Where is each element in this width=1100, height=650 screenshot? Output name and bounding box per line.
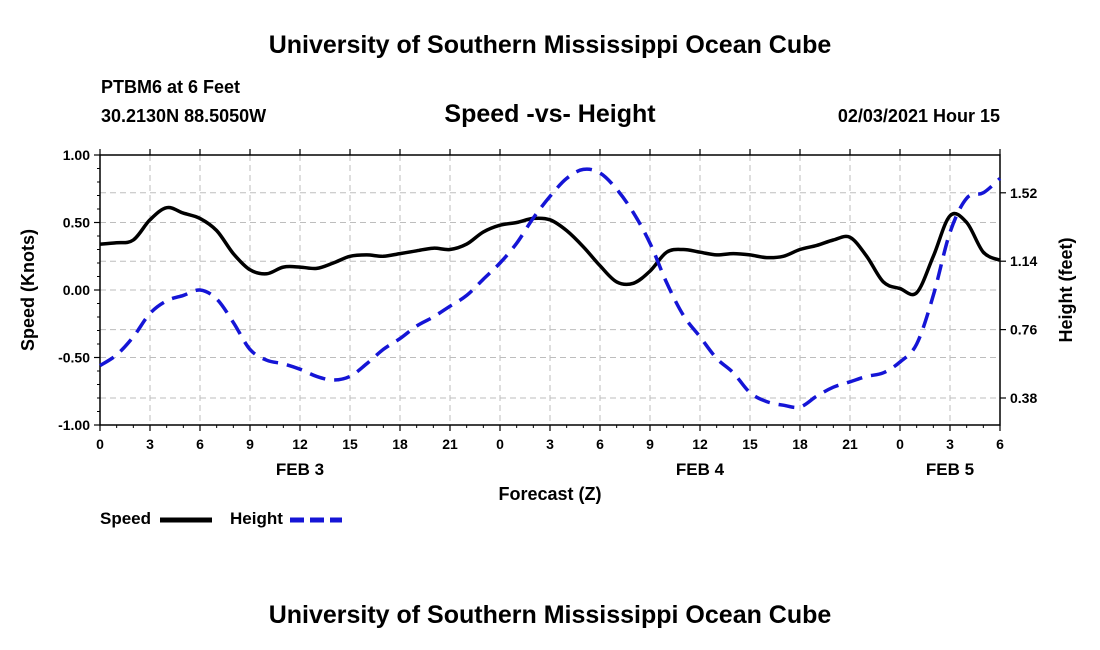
x-day-label: FEB 4 bbox=[676, 460, 725, 479]
x-tick-label: 9 bbox=[246, 436, 254, 452]
x-tick-label: 21 bbox=[842, 436, 858, 452]
x-axis-title: Forecast (Z) bbox=[498, 484, 601, 504]
station-label: PTBM6 at 6 Feet bbox=[101, 77, 241, 97]
x-tick-label: 18 bbox=[392, 436, 408, 452]
datetime-label: 02/03/2021 Hour 15 bbox=[837, 106, 1000, 126]
x-tick-label: 21 bbox=[442, 436, 458, 452]
chart-subtitle: Speed -vs- Height bbox=[444, 100, 656, 128]
x-tick-label: 6 bbox=[596, 436, 604, 452]
footer-title: University of Southern Mississippi Ocean… bbox=[268, 601, 832, 629]
legend-speed-label: Speed bbox=[100, 509, 152, 528]
y-axis-title-right: Height (feet) bbox=[1056, 238, 1076, 343]
x-tick-label: 6 bbox=[996, 436, 1004, 452]
y-axis-title-left: Speed (Knots) bbox=[18, 229, 38, 351]
y-tick-label-right: 1.14 bbox=[1010, 253, 1037, 269]
x-tick-label: 0 bbox=[896, 436, 904, 452]
x-tick-label: 0 bbox=[496, 436, 504, 452]
y-tick-label-right: 0.76 bbox=[1010, 322, 1037, 338]
y-tick-label-right: 0.38 bbox=[1010, 390, 1037, 406]
x-day-label: FEB 3 bbox=[276, 460, 324, 479]
x-tick-label: 12 bbox=[292, 436, 308, 452]
y-tick-label-left: 1.00 bbox=[63, 147, 90, 163]
x-tick-label: 15 bbox=[742, 436, 758, 452]
x-tick-label: 6 bbox=[196, 436, 204, 452]
x-tick-label: 15 bbox=[342, 436, 358, 452]
x-tick-label: 0 bbox=[96, 436, 104, 452]
x-tick-label: 18 bbox=[792, 436, 808, 452]
y-tick-label-left: -1.00 bbox=[58, 417, 90, 433]
series-line-speed bbox=[99, 205, 1001, 297]
y-tick-label-left: 0.00 bbox=[63, 282, 90, 298]
x-tick-label: 3 bbox=[146, 436, 154, 452]
x-tick-label: 9 bbox=[646, 436, 654, 452]
x-day-label: FEB 5 bbox=[926, 460, 974, 479]
x-tick-label: 12 bbox=[692, 436, 708, 452]
y-tick-label-right: 1.52 bbox=[1010, 185, 1037, 201]
y-tick-label-left: 0.50 bbox=[63, 215, 90, 231]
y-tick-label-left: -0.50 bbox=[58, 350, 90, 366]
x-tick-label: 3 bbox=[546, 436, 554, 452]
x-tick-label: 3 bbox=[946, 436, 954, 452]
legend-height-label: Height bbox=[230, 509, 283, 528]
coordinates-label: 30.2130N 88.5050W bbox=[101, 106, 267, 126]
series-line-height bbox=[99, 167, 1002, 410]
chart-title: University of Southern Mississippi Ocean… bbox=[268, 31, 832, 59]
